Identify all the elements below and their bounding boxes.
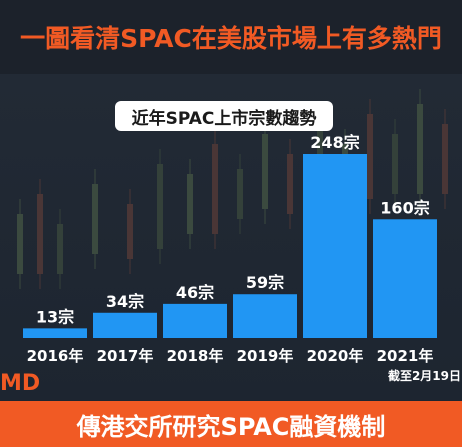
- candle-body: [157, 164, 163, 249]
- bar-value-label: 160宗: [380, 198, 429, 217]
- candle-body: [17, 214, 23, 274]
- background-candlesticks: [17, 89, 448, 289]
- x-tick-label: 2019年: [237, 347, 294, 365]
- bar-value-label: 248宗: [310, 133, 359, 152]
- chart-title: 近年SPAC上市宗數趨勢: [115, 101, 333, 131]
- tick-labels-layer: 2016年 2017年 2018年 2019年 2020年 2021年: [27, 347, 434, 365]
- candle-body: [442, 124, 448, 194]
- bar: [163, 303, 227, 338]
- candle-body: [37, 194, 43, 274]
- value-labels-layer: 13宗 34宗 46宗 59宗 248宗 160宗: [36, 133, 430, 326]
- bar-value-label: 13宗: [36, 307, 74, 326]
- candle-body: [212, 144, 218, 234]
- candle-body: [127, 204, 133, 259]
- candle-body: [392, 134, 398, 194]
- candle-body: [287, 154, 293, 214]
- title-banner: 一圖看清SPAC在美股市場上有多熱門: [0, 0, 462, 74]
- x-tick-label: 2018年: [167, 347, 224, 365]
- bars-layer: [23, 154, 437, 338]
- headline: 一圖看清SPAC在美股市場上有多熱門: [20, 24, 442, 53]
- chart-area: 13宗 34宗 46宗 59宗 248宗 160宗 2016年 2017年 2018年 2019…: [0, 74, 462, 401]
- candle-body: [92, 184, 98, 254]
- bar: [373, 219, 437, 338]
- bar-value-label: 34宗: [106, 292, 144, 311]
- candle-body: [367, 114, 373, 199]
- brand-logo: MD: [0, 371, 41, 396]
- bar: [233, 294, 297, 338]
- candle-body: [417, 104, 423, 194]
- x-tick-label: 2020年: [307, 347, 364, 365]
- x-tick-label: 2017年: [97, 347, 154, 365]
- candle-body: [237, 169, 243, 219]
- caption-banner: 傳港交所研究SPAC融資機制: [0, 401, 462, 447]
- bar-value-label: 59宗: [246, 273, 284, 292]
- x-tick-label: 2021年: [377, 347, 434, 365]
- bar-chart: 13宗 34宗 46宗 59宗 248宗 160宗 2016年 2017年 2018年 2019…: [23, 133, 461, 383]
- bar-value-label: 46宗: [176, 283, 214, 302]
- candle-body: [57, 224, 63, 274]
- x-tick-label: 2016年: [27, 347, 84, 365]
- candle-body: [262, 134, 268, 209]
- bar: [23, 328, 87, 338]
- candle-body: [187, 174, 193, 234]
- chart-annotation: 截至2月19日: [388, 368, 461, 383]
- footer-caption: 傳港交所研究SPAC融資機制: [76, 412, 386, 441]
- bar: [93, 312, 157, 338]
- bar: [303, 154, 367, 338]
